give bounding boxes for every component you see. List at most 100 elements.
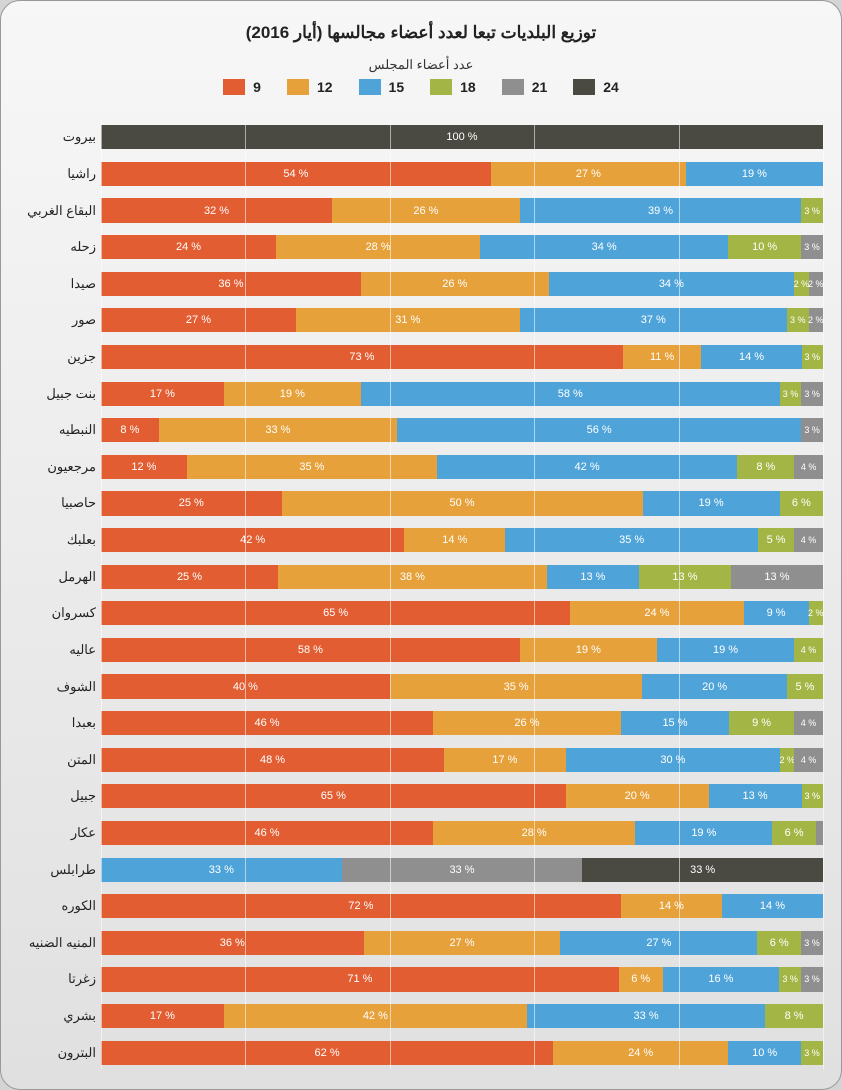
segment-value: 37 % — [641, 314, 666, 326]
segment-value: 36 % — [218, 278, 243, 290]
legend-swatch — [573, 79, 595, 95]
bar-segment: 3 % — [801, 235, 823, 259]
segment-value: 27 % — [646, 937, 671, 949]
bar-segment: 8 % — [101, 418, 159, 442]
bar-segment: 4 % — [794, 455, 823, 479]
segment-value: 35 % — [619, 534, 644, 546]
bar-segment: 2 % — [780, 748, 794, 772]
bar-segment: 58 % — [361, 382, 780, 406]
segment-value: 3 % — [804, 938, 820, 948]
bar-segment: 13 % — [639, 565, 731, 589]
segment-value: 19 % — [713, 644, 738, 656]
bar-segment: 14 % — [722, 894, 823, 918]
chart-title: توزيع البلديات تبعا لعدد أعضاء مجالسها (… — [1, 1, 841, 43]
table-row: 73 %11 %14 %3 % — [101, 345, 823, 369]
table-row: 25 %50 %19 %6 % — [101, 491, 823, 515]
stacked-bar: 25 %50 %19 %6 % — [101, 491, 823, 515]
bar-segment: 46 % — [101, 821, 433, 845]
category-label: زحله — [70, 239, 96, 255]
legend-swatch — [430, 79, 452, 95]
plot-area: 100 %54 %27 %19 %32 %26 %39 %3 %24 %28 %… — [101, 119, 823, 1069]
segment-value: 3 % — [804, 242, 820, 252]
category-label: الهرمل — [58, 569, 96, 585]
segment-value: 6 % — [770, 937, 789, 949]
legend-label: 21 — [532, 79, 548, 95]
segment-value: 17 % — [150, 1010, 175, 1022]
segment-value: 26 % — [514, 717, 539, 729]
table-row: 36 %26 %34 %2 %2 % — [101, 272, 823, 296]
bar-segment: 25 % — [101, 565, 278, 589]
category-label: كسروان — [52, 605, 96, 621]
bar-segment: 3 % — [780, 382, 802, 406]
segment-value: 8 % — [756, 461, 775, 473]
bar-segment: 13 % — [709, 784, 802, 808]
bar-segment: 24 % — [570, 601, 743, 625]
segment-value: 25 % — [179, 497, 204, 509]
bar-segment: 39 % — [520, 198, 802, 222]
stacked-bar: 32 %26 %39 %3 % — [101, 198, 823, 222]
segment-value: 19 % — [691, 827, 716, 839]
legend-item: 18 — [430, 79, 476, 95]
table-row: 24 %28 %34 %10 %3 % — [101, 235, 823, 259]
segment-value: 20 % — [625, 790, 650, 802]
bar-segment: 20 % — [642, 674, 786, 698]
category-label: بعلبك — [67, 532, 96, 548]
segment-value: 34 % — [592, 241, 617, 253]
stacked-bar: 54 %27 %19 % — [101, 162, 823, 186]
bar-segment: 2 % — [794, 272, 808, 296]
bar-segment: 2 % — [809, 272, 823, 296]
bar-segment: 27 % — [364, 931, 561, 955]
segment-value: 3 % — [790, 315, 806, 325]
segment-value: 28 % — [366, 241, 391, 253]
segment-value: 20 % — [702, 681, 727, 693]
legend-item: 21 — [502, 79, 548, 95]
stacked-bar: 36 %27 %27 %6 %3 % — [101, 931, 823, 955]
segment-value: 13 % — [580, 571, 605, 583]
gridline — [101, 119, 102, 1069]
category-label: بشري — [63, 1008, 96, 1024]
bar-segment: 19 % — [224, 382, 361, 406]
bar-segment: 9 % — [729, 711, 794, 735]
legend-swatch — [223, 79, 245, 95]
segment-value: 56 % — [587, 424, 612, 436]
legend-swatch — [359, 79, 381, 95]
bar-segment: 6 % — [619, 967, 663, 991]
stacked-bar: 72 %14 %14 % — [101, 894, 823, 918]
table-row: 32 %26 %39 %3 % — [101, 198, 823, 222]
bar-segment: 14 % — [404, 528, 505, 552]
segment-value: 14 % — [659, 900, 684, 912]
bar-segment: 19 % — [657, 638, 794, 662]
bar-segment: 11 % — [623, 345, 702, 369]
stacked-bar: 65 %24 %9 %2 % — [101, 601, 823, 625]
bar-segment: 28 % — [276, 235, 480, 259]
stacked-bar: 12 %35 %42 %8 %4 % — [101, 455, 823, 479]
bar-segment: 56 % — [397, 418, 801, 442]
segment-value: 10 % — [752, 1047, 777, 1059]
table-row: 46 %28 %19 %6 % — [101, 821, 823, 845]
segment-value: 48 % — [260, 754, 285, 766]
table-row: 71 %6 %16 %3 %3 % — [101, 967, 823, 991]
legend-swatch — [502, 79, 524, 95]
bar-segment: 3 % — [801, 382, 823, 406]
segment-value: 33 % — [449, 864, 474, 876]
segment-value: 4 % — [801, 755, 817, 765]
stacked-bar: 17 %19 %58 %3 %3 % — [101, 382, 823, 406]
table-row: 65 %24 %9 %2 % — [101, 601, 823, 625]
bar-segment: 58 % — [101, 638, 520, 662]
category-label: الشوف — [57, 679, 96, 695]
segment-value: 17 % — [492, 754, 517, 766]
category-label: طرابلس — [50, 862, 96, 878]
bar-segment: 13 % — [547, 565, 639, 589]
legend-label: 9 — [253, 79, 261, 95]
table-row: 72 %14 %14 % — [101, 894, 823, 918]
segment-value: 24 % — [644, 607, 669, 619]
gridline — [390, 119, 391, 1069]
segment-value: 14 % — [739, 351, 764, 363]
bar-segment: 14 % — [621, 894, 722, 918]
stacked-bar: 65 %20 %13 %3 % — [101, 784, 823, 808]
table-row: 17 %42 %33 %8 % — [101, 1004, 823, 1028]
segment-value: 2 % — [794, 279, 810, 289]
category-label: جزين — [67, 349, 96, 365]
stacked-bar: 8 %33 %56 %3 % — [101, 418, 823, 442]
segment-value: 6 % — [785, 827, 804, 839]
